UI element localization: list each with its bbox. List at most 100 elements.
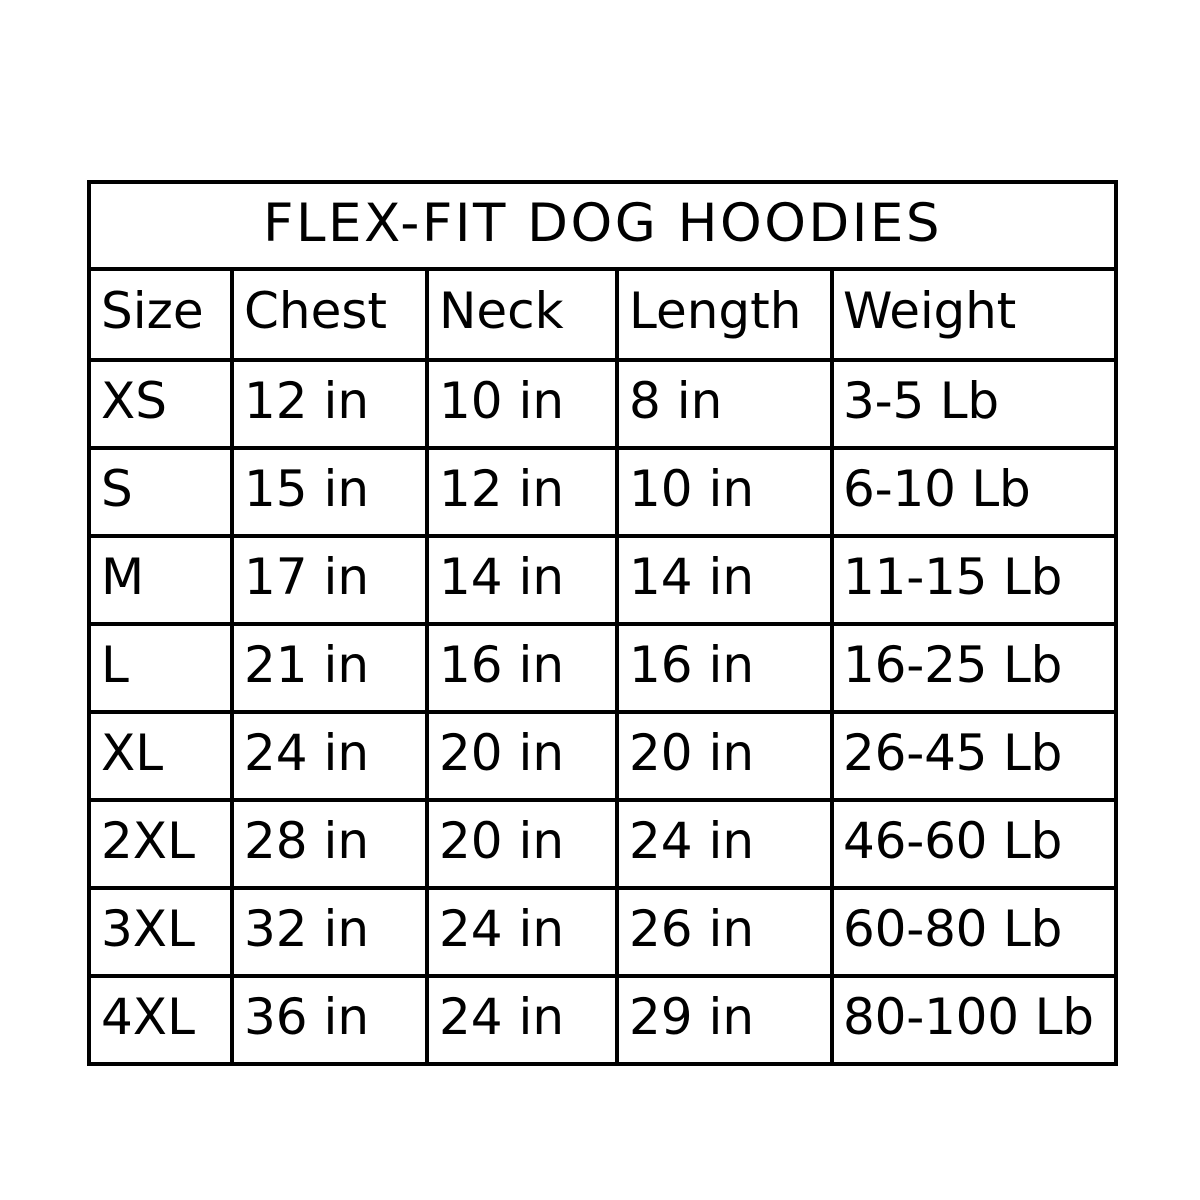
- column-header-weight: Weight: [829, 267, 1119, 362]
- cell-neck-value: 10 in: [439, 372, 565, 430]
- page-title: FLEX-FIT DOG HOODIES: [263, 193, 942, 254]
- column-header-size-label: Size: [101, 282, 204, 340]
- cell-length-value: 10 in: [629, 460, 755, 518]
- size-chart-body: FLEX-FIT DOG HOODIES Size Chest Neck Len…: [86, 180, 1119, 1066]
- cell-neck: 24 in: [425, 886, 619, 978]
- table-row: 2XL 28 in 20 in 24 in 46-60 Lb: [87, 798, 1119, 890]
- cell-length-value: 26 in: [629, 900, 755, 958]
- cell-neck-value: 24 in: [439, 900, 565, 958]
- cell-size: 4XL: [87, 974, 234, 1066]
- cell-neck-value: 16 in: [439, 636, 565, 694]
- cell-chest-value: 24 in: [244, 724, 370, 782]
- cell-size: S: [87, 446, 234, 538]
- cell-neck-value: 20 in: [439, 724, 565, 782]
- cell-weight: 80-100 Lb: [829, 974, 1119, 1066]
- cell-chest-value: 21 in: [244, 636, 370, 694]
- column-header-neck: Neck: [425, 267, 619, 362]
- cell-neck-value: 14 in: [439, 548, 565, 606]
- chart-title-cell: FLEX-FIT DOG HOODIES: [86, 180, 1119, 271]
- cell-size-value: 2XL: [101, 812, 195, 870]
- cell-neck: 14 in: [425, 534, 619, 626]
- cell-size-value: XL: [101, 724, 164, 782]
- cell-size-value: M: [101, 548, 145, 606]
- table-row: 4XL 36 in 24 in 29 in 80-100 Lb: [87, 974, 1119, 1066]
- cell-weight: 46-60 Lb: [829, 798, 1119, 890]
- cell-length: 26 in: [615, 886, 834, 978]
- column-header-row: Size Chest Neck Length Weight: [87, 267, 1119, 362]
- cell-chest-value: 17 in: [244, 548, 370, 606]
- chart-title-row: FLEX-FIT DOG HOODIES: [86, 180, 1119, 271]
- cell-length-value: 8 in: [629, 372, 723, 430]
- cell-size: 3XL: [87, 886, 234, 978]
- column-header-size: Size: [87, 267, 234, 362]
- cell-size-value: L: [101, 636, 129, 694]
- cell-weight: 60-80 Lb: [829, 886, 1119, 978]
- cell-weight-value: 16-25 Lb: [843, 636, 1063, 694]
- cell-length-value: 29 in: [629, 988, 755, 1046]
- table-row: 3XL 32 in 24 in 26 in 60-80 Lb: [87, 886, 1119, 978]
- cell-size: M: [87, 534, 234, 626]
- cell-size-value: 3XL: [101, 900, 195, 958]
- cell-chest: 24 in: [230, 710, 429, 802]
- cell-size-value: 4XL: [101, 988, 195, 1046]
- cell-size-value: XS: [101, 372, 167, 430]
- table-row: XS 12 in 10 in 8 in 3-5 Lb: [87, 358, 1119, 450]
- cell-weight-value: 3-5 Lb: [843, 372, 999, 430]
- cell-neck: 24 in: [425, 974, 619, 1066]
- column-header-length-label: Length: [629, 282, 802, 340]
- cell-weight: 11-15 Lb: [829, 534, 1119, 626]
- table-row: L 21 in 16 in 16 in 16-25 Lb: [87, 622, 1119, 714]
- table-row: S 15 in 12 in 10 in 6-10 Lb: [87, 446, 1119, 538]
- cell-size: 2XL: [87, 798, 234, 890]
- cell-weight: 6-10 Lb: [829, 446, 1119, 538]
- table-row: M 17 in 14 in 14 in 11-15 Lb: [87, 534, 1119, 626]
- cell-length: 20 in: [615, 710, 834, 802]
- cell-weight-value: 6-10 Lb: [843, 460, 1031, 518]
- cell-neck: 12 in: [425, 446, 619, 538]
- column-header-weight-label: Weight: [843, 282, 1016, 340]
- column-header-neck-label: Neck: [439, 282, 564, 340]
- cell-chest: 32 in: [230, 886, 429, 978]
- cell-chest: 21 in: [230, 622, 429, 714]
- cell-chest: 17 in: [230, 534, 429, 626]
- size-chart-table: FLEX-FIT DOG HOODIES Size Chest Neck Len…: [86, 180, 1119, 1066]
- cell-weight-value: 26-45 Lb: [843, 724, 1063, 782]
- cell-length-value: 16 in: [629, 636, 755, 694]
- cell-length: 8 in: [615, 358, 834, 450]
- cell-neck: 20 in: [425, 710, 619, 802]
- cell-chest-value: 28 in: [244, 812, 370, 870]
- cell-weight: 3-5 Lb: [829, 358, 1119, 450]
- cell-length: 10 in: [615, 446, 834, 538]
- cell-neck-value: 12 in: [439, 460, 565, 518]
- cell-weight: 26-45 Lb: [829, 710, 1119, 802]
- cell-size: L: [87, 622, 234, 714]
- cell-length-value: 24 in: [629, 812, 755, 870]
- cell-neck-value: 20 in: [439, 812, 565, 870]
- cell-length: 24 in: [615, 798, 834, 890]
- cell-weight-value: 46-60 Lb: [843, 812, 1063, 870]
- cell-length: 14 in: [615, 534, 834, 626]
- cell-neck: 16 in: [425, 622, 619, 714]
- cell-neck: 10 in: [425, 358, 619, 450]
- cell-size: XL: [87, 710, 234, 802]
- cell-size: XS: [87, 358, 234, 450]
- cell-weight-value: 60-80 Lb: [843, 900, 1063, 958]
- cell-size-value: S: [101, 460, 133, 518]
- cell-length: 29 in: [615, 974, 834, 1066]
- cell-chest: 36 in: [230, 974, 429, 1066]
- cell-neck: 20 in: [425, 798, 619, 890]
- table-row: XL 24 in 20 in 20 in 26-45 Lb: [87, 710, 1119, 802]
- column-header-length: Length: [615, 267, 834, 362]
- cell-length: 16 in: [615, 622, 834, 714]
- cell-chest-value: 12 in: [244, 372, 370, 430]
- cell-weight: 16-25 Lb: [829, 622, 1119, 714]
- cell-chest: 28 in: [230, 798, 429, 890]
- cell-neck-value: 24 in: [439, 988, 565, 1046]
- cell-length-value: 14 in: [629, 548, 755, 606]
- cell-chest-value: 36 in: [244, 988, 370, 1046]
- cell-chest-value: 15 in: [244, 460, 370, 518]
- column-header-chest-label: Chest: [244, 282, 388, 340]
- cell-chest-value: 32 in: [244, 900, 370, 958]
- cell-chest: 12 in: [230, 358, 429, 450]
- cell-length-value: 20 in: [629, 724, 755, 782]
